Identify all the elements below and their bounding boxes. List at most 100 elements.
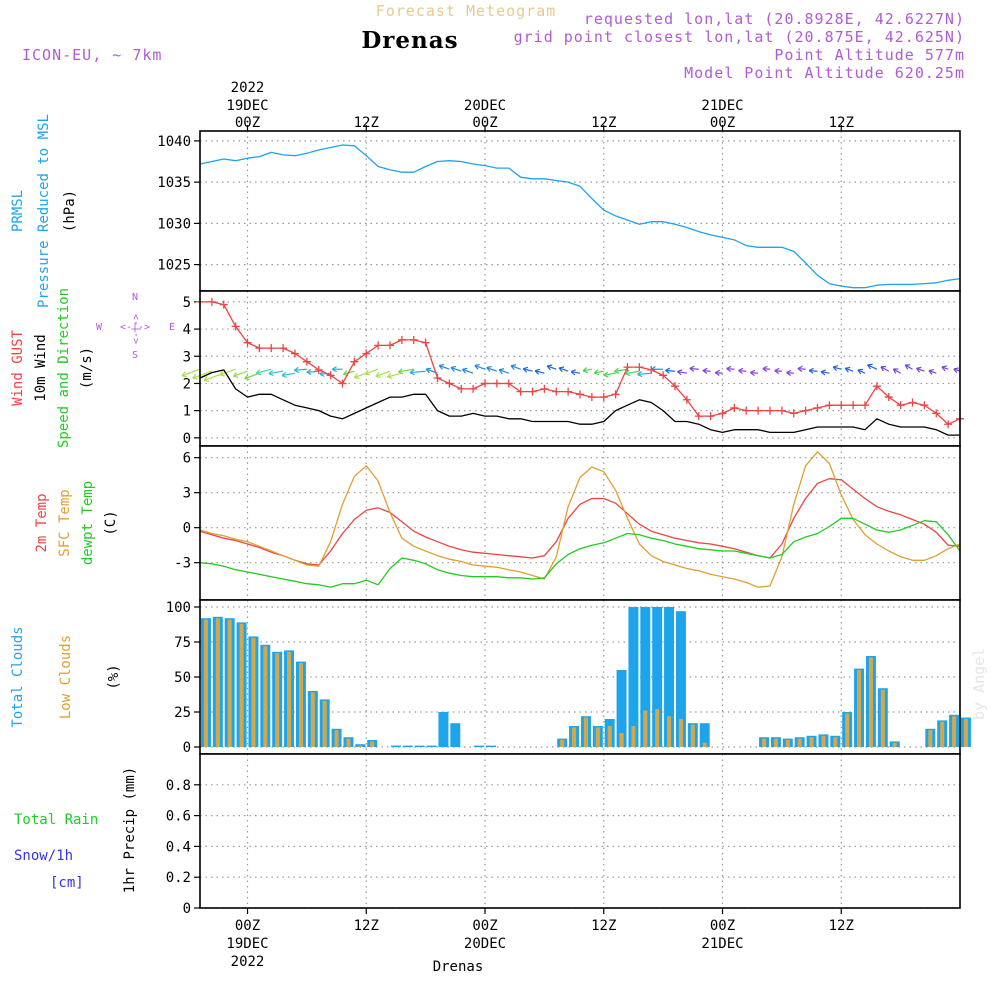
- wind-arrow-shaft: [774, 369, 782, 372]
- temp-series-line: [199, 478, 961, 566]
- legend-snow-unit: [cm]: [50, 875, 84, 891]
- wind-gust-marker: [445, 379, 454, 388]
- wind-gust-marker: [849, 401, 858, 410]
- temp-panel: -3 0 3 6: [174, 446, 961, 600]
- total-clouds-bar: [485, 745, 496, 747]
- temp-ytick-label: 3: [183, 486, 191, 502]
- wind-arrow-shaft: [244, 372, 260, 380]
- low-clouds-bar: [227, 619, 232, 747]
- wind-gust-marker: [730, 403, 739, 412]
- wind-gust-marker: [908, 398, 917, 407]
- low-clouds-bar: [952, 716, 957, 747]
- low-clouds-bar: [370, 741, 375, 747]
- wind-ytick-label: 3: [183, 349, 191, 365]
- wind-arrow-shaft: [486, 366, 498, 372]
- wind-arrow: [953, 367, 961, 374]
- total-clouds-bar: [616, 670, 627, 747]
- wind-arrow-head: [808, 367, 814, 372]
- pressure-label: (hPa): [62, 190, 78, 232]
- wind-gust-marker: [576, 390, 584, 399]
- wind-arrow-head: [637, 370, 642, 375]
- wind-gust-marker: [552, 387, 561, 396]
- wind-gust-marker: [267, 344, 276, 353]
- wind-arrow-head: [523, 366, 529, 370]
- wind-gust-marker: [374, 341, 383, 350]
- wind-arrow: [450, 365, 462, 372]
- wind-ytick-label: 2: [183, 376, 191, 392]
- wind-gust-marker: [397, 335, 406, 344]
- wind-arrow-head: [342, 370, 348, 375]
- model-name: ICON-EU, ~ 7km: [22, 46, 162, 64]
- wind-arrow-head: [953, 368, 958, 374]
- wind-gust-marker: [777, 406, 786, 415]
- wind-arrow-head: [486, 367, 491, 372]
- wind-arrow-head: [498, 369, 503, 374]
- wind-arrow-head: [603, 371, 608, 376]
- wind-arrow-head: [558, 366, 565, 369]
- wind-arrow-head: [774, 367, 780, 372]
- wind-arrow-head: [808, 370, 814, 374]
- bottom-year-label: 2022: [231, 954, 265, 970]
- wind-arrow: [397, 368, 414, 375]
- bottom-time-label: 00Z: [235, 918, 260, 934]
- low-clouds-bar: [334, 730, 339, 747]
- wind-arrow-head: [375, 375, 381, 378]
- wind-arrow: [375, 370, 391, 378]
- wind-label: 10m Wind: [33, 334, 49, 401]
- wind-arrow-head: [233, 375, 239, 378]
- low-clouds-bar: [560, 740, 565, 747]
- wind-arrow: [941, 365, 949, 372]
- wind-arrow-head: [797, 368, 803, 372]
- wind-arrow: [293, 366, 307, 374]
- wind-arrow-shaft: [306, 370, 319, 373]
- wind-arrow-head: [181, 371, 186, 377]
- wind-arrow-head: [702, 370, 708, 374]
- wind-arrow-shaft: [867, 364, 878, 370]
- wind-arrow-shaft: [233, 370, 248, 377]
- pressure-background: [200, 131, 960, 291]
- wind-arrow-shaft: [726, 367, 735, 370]
- wind-arrow-head: [375, 372, 380, 377]
- temp-series-line: [199, 517, 961, 588]
- wind-arrow-head: [857, 369, 862, 375]
- cloud-label: Low Clouds: [58, 635, 74, 719]
- temp-ytick-label: -3: [174, 556, 191, 572]
- total-clouds-bar: [438, 712, 449, 747]
- header: Forecast Meteogram Drenas ICON-EU, ~ 7km…: [22, 2, 964, 82]
- wind-arrow-head: [665, 369, 670, 374]
- wind-label: Speed and Direction: [56, 288, 72, 448]
- wind-arrow-shaft: [582, 368, 592, 372]
- low-clouds-bar: [310, 692, 315, 747]
- top-time-label: 12Z: [354, 115, 379, 131]
- wind-arrow-shaft: [916, 367, 925, 372]
- wind-gust-marker: [837, 401, 846, 410]
- top-time-label: 12Z: [829, 115, 854, 131]
- low-clouds-bar: [785, 740, 790, 747]
- wind-arrow-shaft: [387, 372, 403, 378]
- wind-arrow-shaft: [192, 370, 213, 379]
- wind-arrow-head: [603, 374, 609, 378]
- wind-gust-marker: [611, 390, 620, 399]
- wind-arrow-head: [293, 366, 299, 371]
- bottom-location: Drenas: [433, 959, 484, 975]
- wind-gust-marker: [813, 403, 822, 412]
- wind-arrow: [364, 368, 379, 376]
- wind-arrow-shaft: [547, 365, 557, 370]
- wind-arrow-head: [319, 373, 325, 377]
- wind-arrow-head: [510, 364, 517, 367]
- wind-arrow-head: [244, 374, 249, 379]
- top-year-label: 2022: [231, 80, 265, 96]
- side-labels: PRMSL Pressure Reduced to MSL (hPa) Wind GU…: [10, 114, 175, 893]
- low-clouds-bar: [880, 689, 885, 747]
- wind-arrow: [353, 372, 367, 380]
- cloud-ytick-label: 100: [166, 600, 191, 616]
- low-clouds-bar: [358, 745, 363, 747]
- low-clouds-bar: [643, 710, 648, 747]
- wind-arrow-head: [219, 374, 225, 377]
- wind-ytick-label: 1: [183, 404, 191, 420]
- pressure-label: PRMSL: [10, 190, 26, 232]
- wind-arrow-head: [689, 365, 695, 369]
- wind-gust-marker: [291, 349, 299, 358]
- top-time-label: 12Z: [591, 115, 616, 131]
